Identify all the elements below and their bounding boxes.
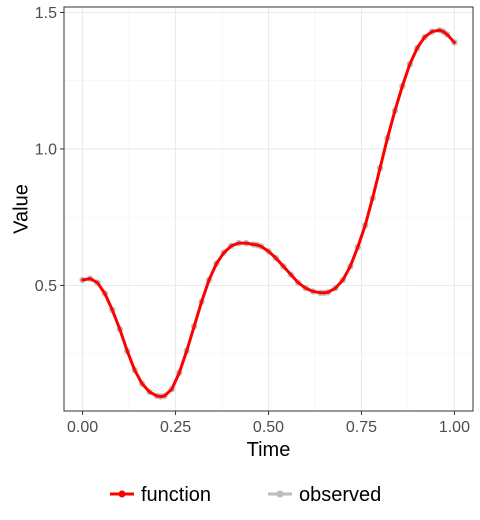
function-line (81, 28, 456, 399)
y-tick-label: 1.0 (35, 141, 57, 158)
y-tick-label: 1.5 (35, 5, 57, 22)
legend-key-point (118, 490, 126, 498)
x-tick-label: 0.25 (160, 419, 191, 436)
legend: function observed (110, 484, 381, 506)
grid (64, 7, 473, 411)
x-tick-label: 0.00 (67, 419, 98, 436)
x-tick-label: 0.50 (253, 419, 284, 436)
series-layer (79, 27, 458, 400)
legend-label: observed (299, 484, 381, 506)
x-tick-label: 0.75 (346, 419, 377, 436)
legend-key-point (276, 490, 284, 498)
x-tick-label: 1.00 (439, 419, 470, 436)
legend-label: function (141, 484, 211, 506)
x-axis-title: Time (247, 439, 291, 461)
y-tick-label: 0.5 (35, 278, 57, 295)
y-axis-title: Value (10, 184, 32, 234)
ticks: 0.00 0.25 0.50 0.75 1.00 0.5 1.0 1.5 (35, 5, 470, 436)
